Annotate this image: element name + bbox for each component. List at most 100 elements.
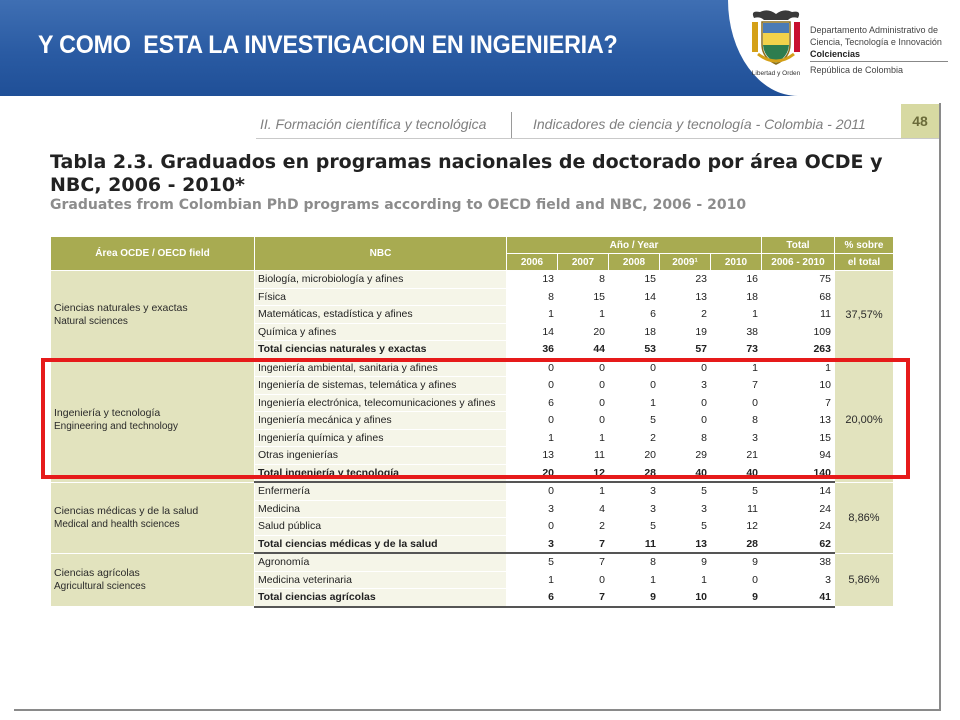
year-value-cell: 8 xyxy=(608,552,660,572)
year-value-cell: 44 xyxy=(557,340,609,360)
area-name-es: Ingeniería y tecnología xyxy=(54,407,161,420)
frame-bottom-edge xyxy=(14,709,941,711)
total-value-cell: 75 xyxy=(761,270,835,289)
total-value-cell: 41 xyxy=(761,588,835,608)
table-row: Medicina veterinaria 1 0 1 1 0 3 xyxy=(51,570,894,589)
year-value-cell: 2 xyxy=(557,517,609,536)
year-value-cell: 9 xyxy=(710,588,762,608)
year-value-cell: 3 xyxy=(506,534,558,554)
year-value-cell: 0 xyxy=(506,517,558,536)
total-value-cell: 11 xyxy=(761,305,835,324)
year-value-cell: 1 xyxy=(557,481,609,501)
header-year: 2007 xyxy=(557,253,609,271)
year-value-cell: 1 xyxy=(506,570,558,589)
org-divider xyxy=(810,61,948,62)
year-value-cell: 1 xyxy=(557,428,609,447)
year-value-cell: 12 xyxy=(710,517,762,536)
total-value-cell: 14 xyxy=(761,481,835,501)
table-row: Física 8 15 14 13 18 68 xyxy=(51,287,894,306)
table-row: Ingeniería mecánica y afines 0 0 5 0 8 13 xyxy=(51,411,894,430)
year-value-cell: 0 xyxy=(506,376,558,395)
header-year: 2009¹ xyxy=(659,253,711,271)
header-area: Área OCDE / OECD field xyxy=(50,236,255,271)
year-value-cell: 6 xyxy=(608,305,660,324)
year-value-cell: 0 xyxy=(608,376,660,395)
table-row: Ciencias agrícolas Agricultural sciences A… xyxy=(50,552,894,607)
header-rule xyxy=(256,138,939,139)
year-value-cell: 13 xyxy=(659,534,711,554)
year-value-cell: 9 xyxy=(710,552,762,572)
year-value-cell: 29 xyxy=(659,446,711,465)
org-line-1: Departamento Administrativo de xyxy=(810,25,939,35)
org-line-3: Colciencias xyxy=(810,49,861,59)
year-value-cell: 14 xyxy=(608,287,660,306)
year-value-cell: 10 xyxy=(659,588,711,608)
year-value-cell: 2 xyxy=(659,305,711,324)
year-value-cell: 7 xyxy=(557,588,609,608)
table-title: Tabla 2.3. Graduados en programas nacion… xyxy=(50,151,883,196)
total-value-cell: 62 xyxy=(761,534,835,554)
nbc-cell: Agronomía xyxy=(254,552,507,572)
graduates-table: Área OCDE / OECD field NBC Año / Year To… xyxy=(50,236,894,608)
area-name-es: Ciencias médicas y de la salud xyxy=(54,504,199,517)
area-name-en: Natural sciences xyxy=(54,315,128,327)
frame-right-edge xyxy=(939,103,941,711)
org-line-4: República de Colombia xyxy=(810,65,904,75)
table-row: Salud pública 0 2 5 5 12 24 xyxy=(51,517,894,536)
total-value-cell: 38 xyxy=(761,552,835,572)
area-name-es: Ciencias naturales y exactas xyxy=(54,301,188,314)
header-pct-line2: el total xyxy=(834,253,894,271)
nbc-cell: Salud pública xyxy=(254,517,507,536)
year-value-cell: 5 xyxy=(608,517,660,536)
year-value-cell: 21 xyxy=(710,446,762,465)
header-year-group: Año / Year xyxy=(506,236,762,254)
organization-lines: Departamento Administrativo de Ciencia, … xyxy=(810,24,950,76)
percent-cell: 5,86% xyxy=(834,552,894,607)
highlight-box-engineering xyxy=(41,358,910,479)
area-name-en: Agricultural sciences xyxy=(54,580,146,592)
year-value-cell: 14 xyxy=(506,322,558,341)
year-value-cell: 7 xyxy=(557,552,609,572)
running-header-left: II. Formación científica y tecnológica xyxy=(260,116,487,132)
nbc-cell: Medicina veterinaria xyxy=(254,570,507,589)
table-row: Otras ingenierías 13 11 20 29 21 94 xyxy=(51,446,894,465)
header-nbc: NBC xyxy=(254,236,507,271)
year-value-cell: 8 xyxy=(506,287,558,306)
year-value-cell: 1 xyxy=(506,428,558,447)
year-value-cell: 0 xyxy=(710,393,762,412)
year-value-cell: 1 xyxy=(506,305,558,324)
year-value-cell: 0 xyxy=(506,481,558,501)
header-pct-line1: % sobre xyxy=(834,236,894,254)
total-value-cell: 1 xyxy=(761,358,835,377)
year-value-cell: 0 xyxy=(659,358,711,377)
year-value-cell: 8 xyxy=(557,270,609,289)
table-body: Ciencias naturales y exactas Natural scie… xyxy=(50,270,894,608)
nbc-cell: Ingeniería mecánica y afines xyxy=(254,411,507,430)
year-value-cell: 7 xyxy=(557,534,609,554)
year-value-cell: 3 xyxy=(659,376,711,395)
table-row: Química y afines 14 20 18 19 38 109 xyxy=(51,322,894,341)
table-row: Ingeniería de sistemas, telemática y afi… xyxy=(51,376,894,395)
running-header-divider xyxy=(511,112,512,138)
area-cell: Ingeniería y tecnología Engineering and t… xyxy=(50,358,255,483)
year-value-cell: 5 xyxy=(659,481,711,501)
year-value-cell: 1 xyxy=(710,358,762,377)
total-value-cell: 3 xyxy=(761,570,835,589)
header-total-range: 2006 - 2010 xyxy=(761,253,835,271)
year-value-cell: 20 xyxy=(557,322,609,341)
year-value-cell: 1 xyxy=(659,570,711,589)
table-row: Ingeniería química y afines 1 1 2 8 3 15 xyxy=(51,428,894,447)
nbc-cell: Medicina xyxy=(254,499,507,518)
year-value-cell: 13 xyxy=(506,446,558,465)
year-value-cell: 57 xyxy=(659,340,711,360)
nbc-cell: Matemáticas, estadística y afines xyxy=(254,305,507,324)
area-cell: Ciencias naturales y exactas Natural scie… xyxy=(50,270,255,359)
year-value-cell: 7 xyxy=(710,376,762,395)
year-value-cell: 0 xyxy=(557,376,609,395)
total-value-cell: 7 xyxy=(761,393,835,412)
total-value-cell: 24 xyxy=(761,517,835,536)
total-value-cell: 263 xyxy=(761,340,835,360)
header-total: Total xyxy=(761,236,835,254)
year-value-cell: 5 xyxy=(506,552,558,572)
year-value-cell: 18 xyxy=(608,322,660,341)
